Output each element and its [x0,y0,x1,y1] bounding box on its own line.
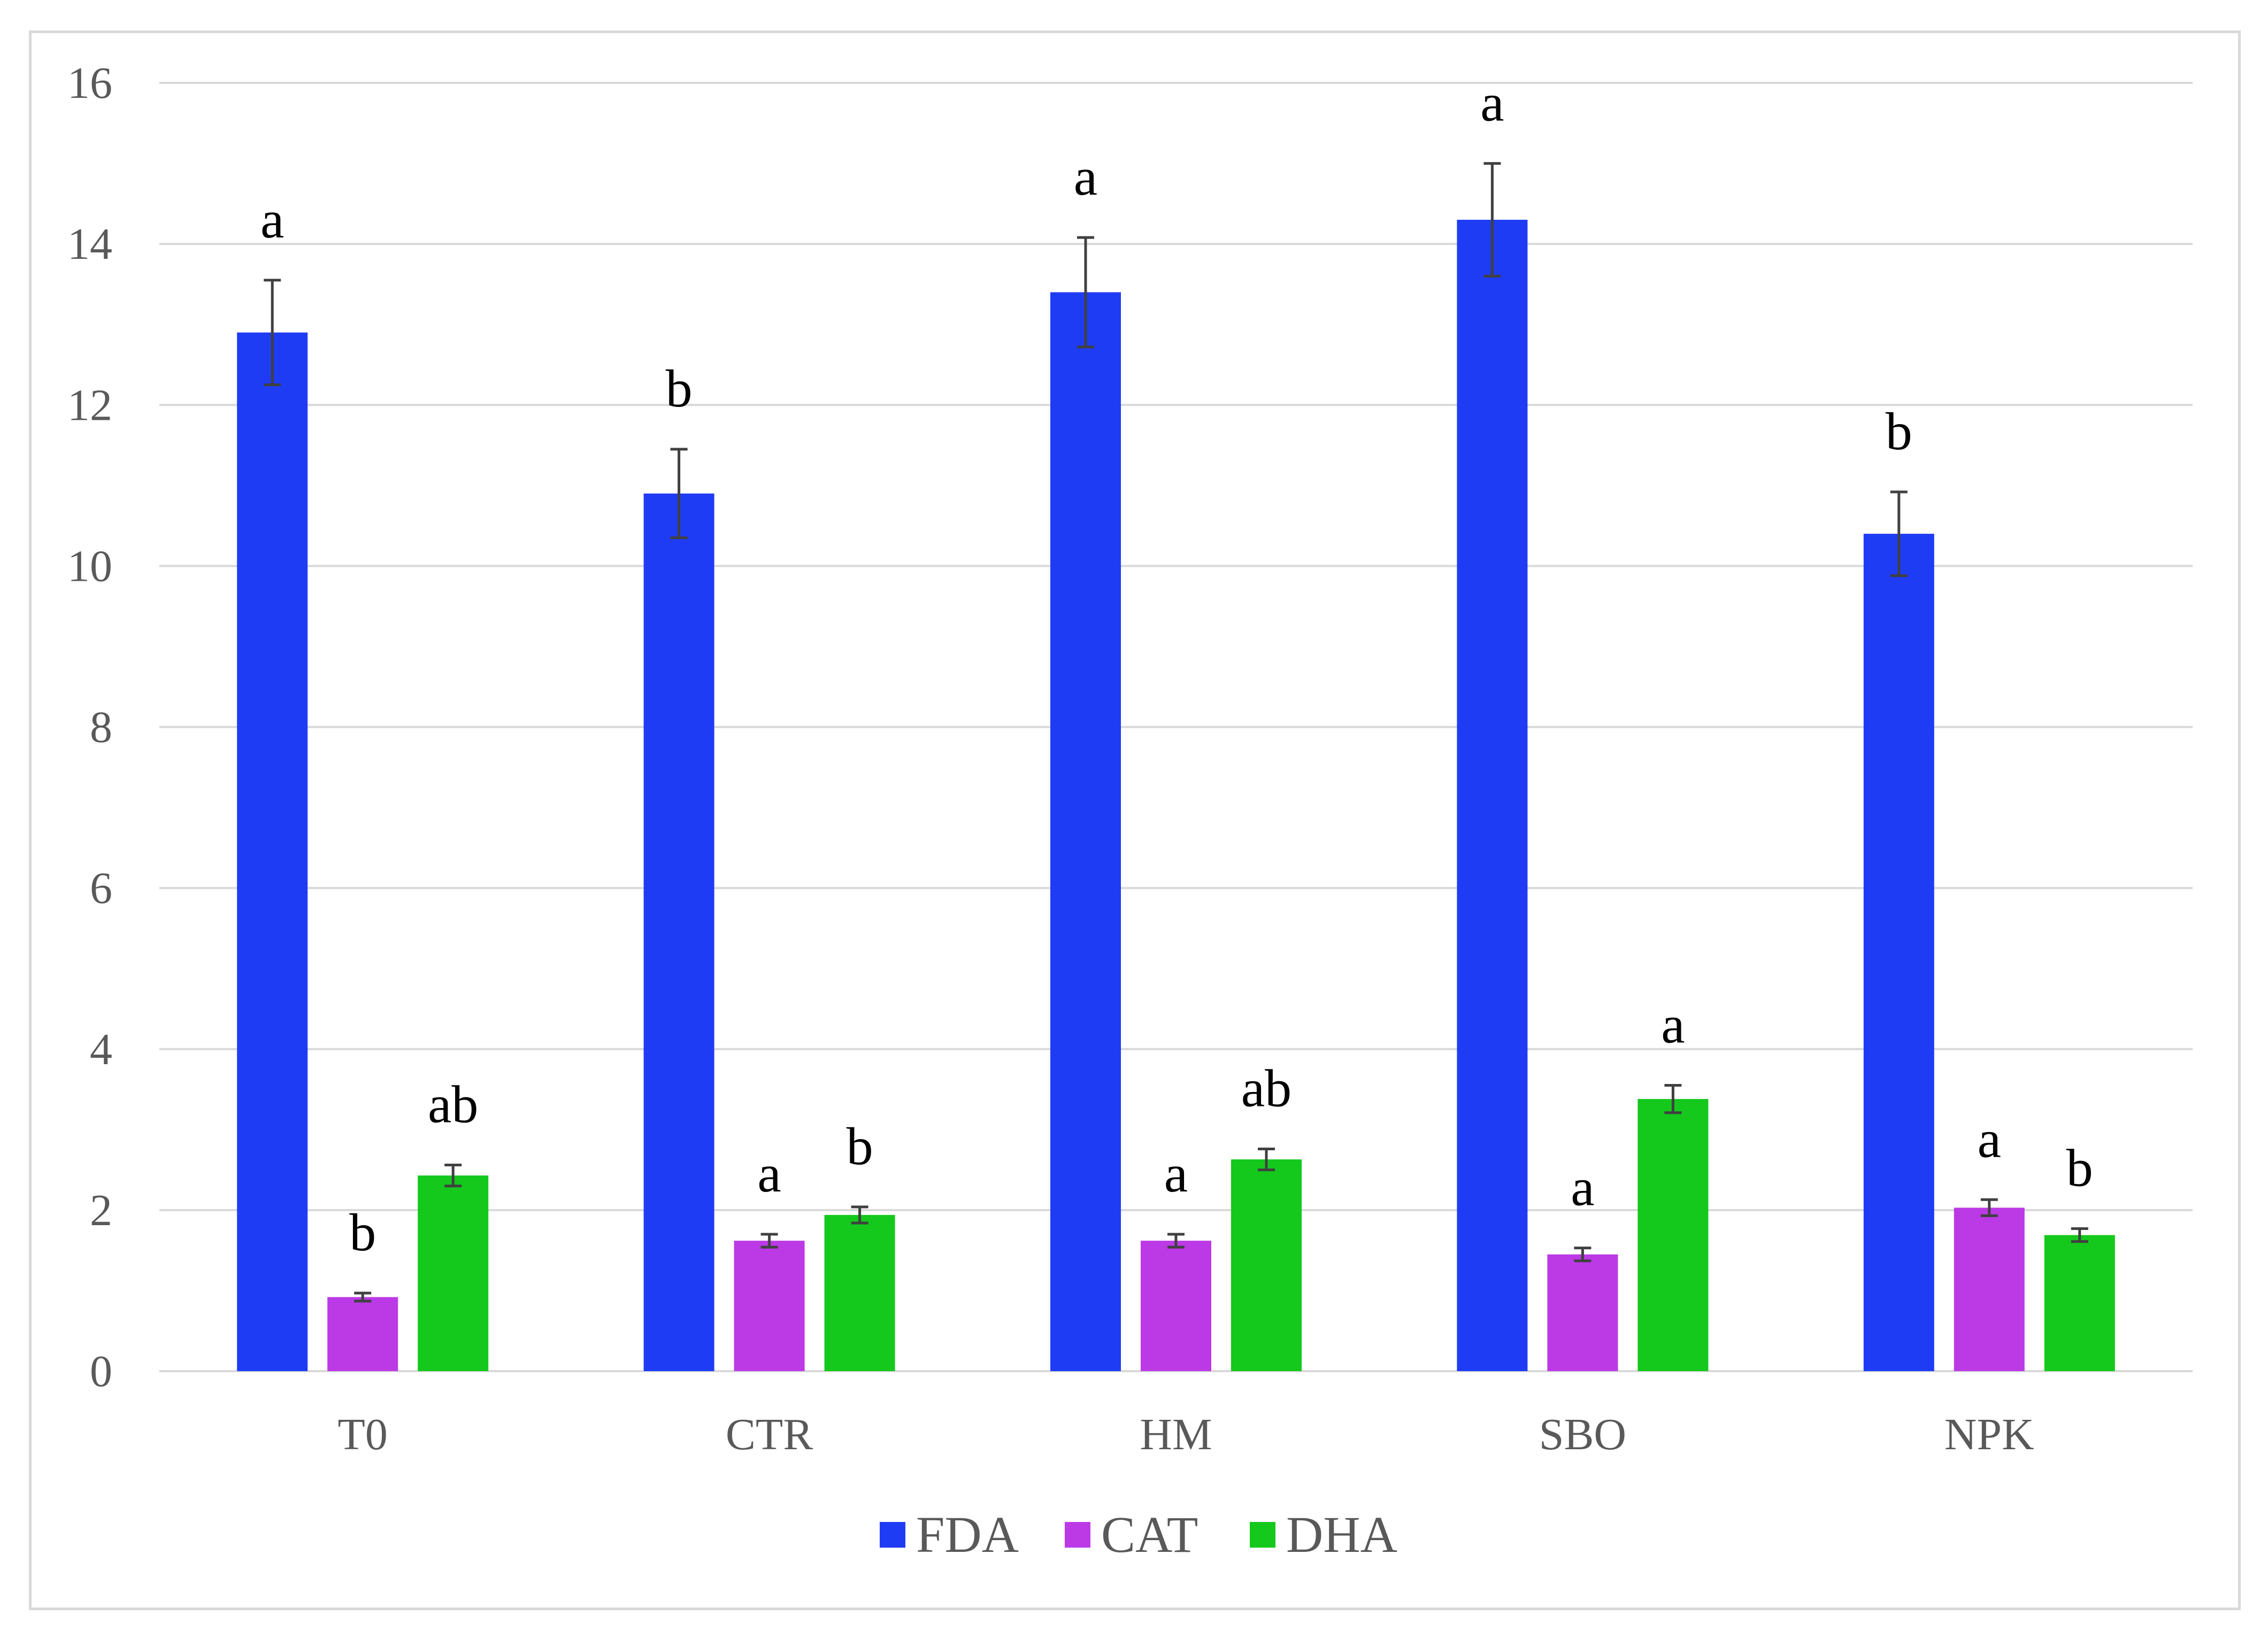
bar-fda-npk [1863,534,1934,1371]
x-tick-label: HM [1140,1410,1212,1459]
significance-label: a [1571,1158,1594,1217]
error-bar [1980,1198,1998,1217]
error-bar [670,448,688,540]
error-bar [1574,1247,1592,1263]
x-axis-ticks: T0 CTR HM SBO NPK [338,1410,2034,1459]
y-tick-label: 10 [67,541,112,591]
legend-label-dha: DHA [1286,1506,1397,1563]
bars [237,219,2115,1371]
bar-fda-sbo [1457,219,1528,1371]
significance-label: a [1978,1109,2001,1168]
legend-swatch-dha [1250,1522,1275,1548]
error-bar [1890,490,1908,577]
significance-label: a [1164,1144,1188,1203]
significance-label: b [666,359,693,418]
significance-label: b [2066,1139,2093,1198]
x-tick-label: CTR [726,1410,813,1459]
significance-label: ab [1241,1058,1291,1118]
y-tick-label: 0 [90,1347,112,1396]
significance-label: ab [428,1075,478,1134]
y-axis-ticks: 0 2 4 6 8 10 12 14 16 [67,58,112,1396]
significance-label: b [349,1203,376,1262]
error-bar [354,1291,372,1303]
error-bar [851,1205,868,1225]
y-tick-label: 2 [90,1186,112,1235]
x-tick-label: T0 [338,1410,388,1459]
y-tick-label: 16 [67,58,112,108]
legend-label-cat: CAT [1101,1506,1198,1563]
y-tick-label: 12 [67,380,112,430]
error-bar [1077,236,1094,349]
bar-cat-hm [1141,1241,1211,1371]
bar-dha-npk [2044,1235,2115,1371]
significance-label: a [260,190,284,249]
error-bar [2071,1227,2088,1243]
bar-dha-ctr [824,1214,895,1371]
error-bar [760,1233,778,1249]
legend-swatch-cat [1065,1522,1090,1548]
gridlines [159,82,2193,1372]
legend-swatch-fda [880,1522,905,1548]
bar-dha-t0 [418,1175,489,1371]
significance-label: b [1886,402,1912,461]
error-bar [1167,1233,1185,1249]
error-bar [1483,162,1501,278]
y-tick-label: 4 [90,1025,112,1074]
legend: FDA CAT DHA [880,1506,1397,1563]
y-tick-label: 14 [67,219,112,269]
error-bar [1664,1084,1682,1114]
bar-fda-t0 [237,332,308,1371]
bar-cat-sbo [1547,1254,1618,1371]
bar-dha-hm [1231,1159,1302,1371]
significance-label: b [847,1117,873,1176]
bar-cat-t0 [327,1297,398,1371]
bar-fda-hm [1050,292,1121,1371]
error-bar [1258,1147,1275,1172]
significance-label: a [1480,73,1504,133]
bar-cat-npk [1954,1208,2025,1371]
error-bar [444,1164,462,1188]
y-tick-label: 6 [90,864,112,913]
legend-label-fda: FDA [916,1506,1019,1563]
x-tick-label: NPK [1944,1410,2034,1459]
significance-label: a [757,1144,781,1203]
error-bars [264,162,2088,1303]
x-tick-label: SBO [1539,1410,1626,1459]
bar-dha-sbo [1637,1099,1709,1371]
significance-label: a [1074,147,1097,206]
significance-label: a [1661,995,1685,1055]
bar-cat-ctr [734,1241,805,1371]
bar-fda-ctr [643,493,714,1371]
error-bar [264,279,281,387]
y-tick-label: 8 [90,703,112,752]
